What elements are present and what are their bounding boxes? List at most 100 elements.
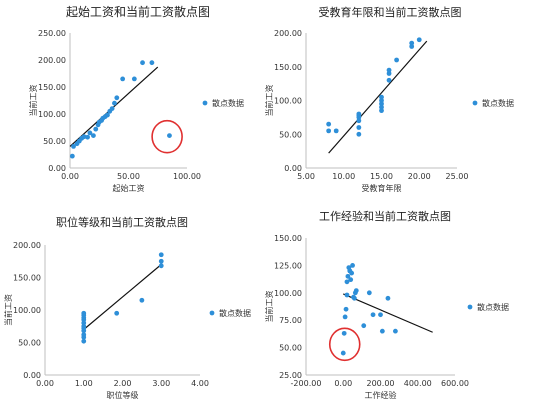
data-point [342,314,348,320]
legend-label: 散点数据 [212,98,244,108]
chart-panel-3: 职位等级和当前工资散点图 0.00 50.00 100.00 150.00 200.00 0… [3,215,251,400]
y-tick-label: 0.00 [23,371,41,380]
y-tick-label: 50.00 [279,130,302,139]
y-axis-label: 当前工资 [264,85,274,117]
x-tick-label: 0.00 [36,379,54,388]
data-point [139,297,145,303]
data-point [366,290,372,296]
trend-line [343,293,433,333]
y-tick-label: 50.00 [43,137,66,146]
data-point [167,133,172,139]
data-point [344,292,350,298]
data-point [81,332,87,338]
y-tick-label: 250.00 [38,29,66,38]
y-axis-label: 当前工资 [28,85,38,117]
data-point [158,258,164,264]
data-point [344,279,350,285]
legend-marker [209,310,215,316]
y-tick-label: 125.00 [274,261,302,270]
x-tick-label: 0.00 [334,379,352,388]
x-axis-label: 受教育年限 [362,183,402,193]
data-point [409,44,415,49]
y-tick-label: 100.00 [274,289,302,298]
data-point [379,98,384,103]
chart-panel-4: 工作经验和当前工资散点图 25.00 50.00 75.00 100.00 125.00 1… [264,209,509,400]
chart-title: 工作经验和当前工资散点图 [319,209,451,223]
data-point [393,328,398,334]
x-axis-label: 职位等级 [107,390,139,400]
y-tick-label: 50.00 [18,339,41,348]
y-tick-label: 0.00 [284,164,302,173]
data-point [140,60,145,66]
data-point [114,95,120,101]
data-point [379,104,384,110]
data-point [149,60,155,66]
data-point [379,101,384,107]
data-point [326,128,332,134]
data-point [131,76,137,82]
y-axis-label: 当前工资 [264,291,274,323]
data-point [71,144,76,149]
legend-label: 散点数据 [477,302,509,312]
x-axis-label: 工作经验 [365,390,397,400]
y-tick-label: 100.00 [274,97,302,106]
data-point [386,77,392,83]
trend-line [69,66,159,147]
data-point [361,323,367,329]
trend-line [328,40,428,154]
y-tick-label: 200.00 [13,241,41,250]
x-tick-label: 3.00 [152,379,170,388]
y-tick-label: 25.00 [279,371,302,380]
y-axis-label: 当前工资 [3,294,13,326]
data-point [394,57,399,63]
data-point [343,306,349,312]
data-point [409,40,415,46]
data-point [348,277,354,283]
highlight-circle [151,119,183,154]
data-point [341,330,347,336]
data-point [112,100,117,106]
y-tick-label: 75.00 [279,316,302,325]
data-point [379,94,384,100]
x-tick-label: 600.00 [441,379,469,388]
data-point [356,112,362,118]
chart-panel-2: 受教育年限和当前工资散点图 0.00 50.00 100.00 150.00 200.00… [264,5,514,193]
x-tick-label: 25.00 [446,172,469,181]
data-point [356,125,362,130]
legend-marker [472,100,478,106]
legend-label: 散点数据 [482,98,514,108]
data-point [350,263,355,268]
x-tick-label: 400.00 [404,379,432,388]
x-tick-label: 15.00 [370,172,393,181]
chart-title: 受教育年限和当前工资散点图 [319,5,462,19]
y-tick-label: 200.00 [38,56,66,65]
highlight-circle [328,327,361,362]
legend-marker [202,100,208,106]
x-tick-label: 10.00 [332,172,355,181]
chart-panel-1: 起始工资和当前工资散点图 0.00 50.00 100.00 150.00 200.00 2… [28,4,244,193]
data-point [326,121,332,127]
data-point [378,312,383,318]
legend-label: 散点数据 [219,308,251,318]
data-point [379,108,384,114]
y-tick-label: 150.00 [274,234,302,243]
data-point [81,310,87,316]
chart-title: 起始工资和当前工资散点图 [66,4,210,19]
data-point [93,126,99,132]
data-point [81,134,87,140]
data-point [109,106,115,111]
x-tick-label: 2.00 [114,379,132,388]
y-tick-label: 50.00 [279,344,302,353]
data-point [87,130,93,136]
data-point [385,295,391,301]
x-tick-label: 200.00 [367,379,395,388]
data-point [120,76,126,82]
y-tick-label: 100.00 [13,306,41,315]
trend-line [83,264,162,330]
data-point [69,153,75,159]
data-point [352,295,357,301]
data-point [386,71,392,76]
y-tick-label: 150.00 [13,274,41,283]
data-point [85,134,90,140]
